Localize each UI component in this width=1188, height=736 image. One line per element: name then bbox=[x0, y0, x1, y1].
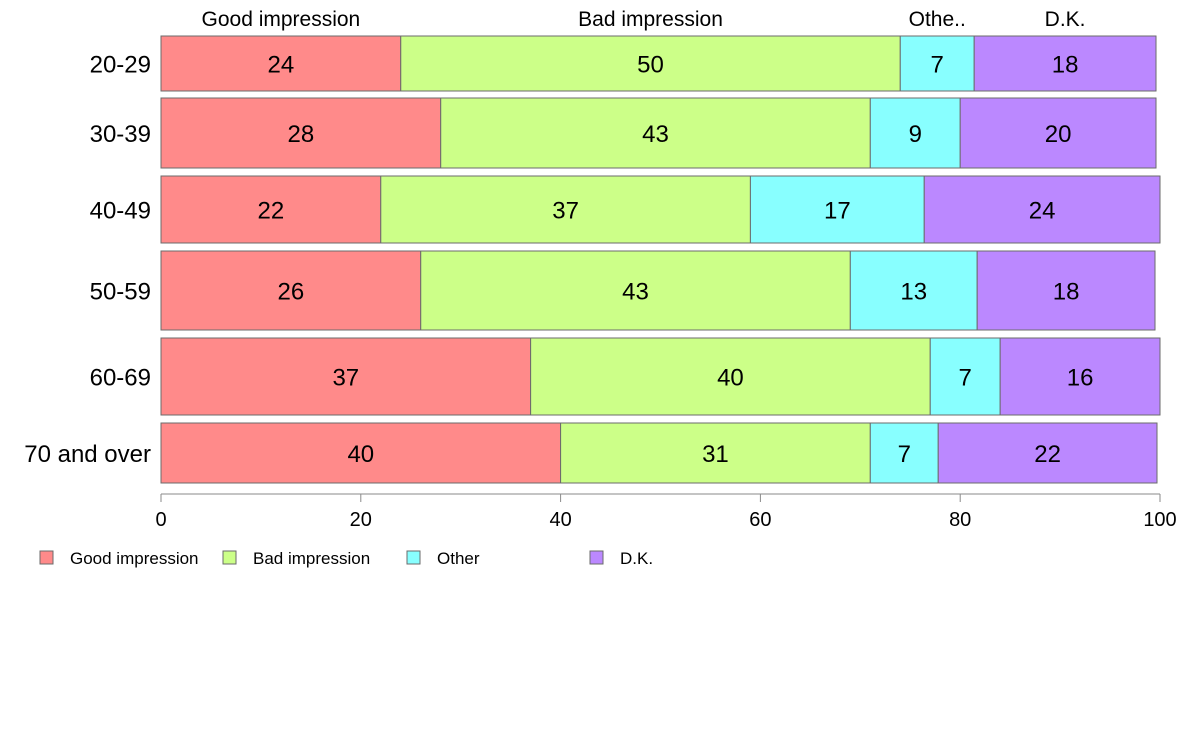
bar-value-label: 9 bbox=[909, 121, 922, 148]
bar-segment bbox=[869, 422, 939, 484]
bar-value-label: 40 bbox=[347, 441, 374, 468]
bar-segment bbox=[160, 97, 442, 169]
bar-segment bbox=[923, 175, 1161, 244]
bar-value-label: 37 bbox=[552, 198, 579, 225]
legend: Good impression Bad impression Other D.K. bbox=[39, 549, 653, 568]
legend-label: D.K. bbox=[620, 549, 653, 568]
bar-value-label: 7 bbox=[959, 365, 972, 392]
x-tick-label: 0 bbox=[155, 509, 166, 531]
bar-segment bbox=[937, 422, 1158, 484]
bar-value-label: 18 bbox=[1052, 52, 1079, 79]
y-tick-label: 20-29 bbox=[90, 52, 151, 79]
bar-segment bbox=[869, 97, 961, 169]
bar-value-label: 31 bbox=[702, 441, 729, 468]
bar-value-label: 17 bbox=[824, 198, 851, 225]
bar-segment bbox=[849, 250, 978, 331]
y-tick-label: 70 and over bbox=[24, 441, 151, 468]
bar-value-label: 24 bbox=[268, 52, 295, 79]
legend-label: Good impression bbox=[70, 549, 199, 568]
x-tick-label: 60 bbox=[749, 509, 771, 531]
bar-segment bbox=[530, 337, 931, 416]
bar-segment bbox=[440, 97, 871, 169]
bar-segment bbox=[400, 35, 901, 92]
bar-value-label: 7 bbox=[931, 52, 944, 79]
y-tick-label: 40-49 bbox=[90, 198, 151, 225]
bar-segment bbox=[560, 422, 871, 484]
bar-value-label: 28 bbox=[288, 121, 315, 148]
y-tick-label: 30-39 bbox=[90, 121, 151, 148]
bar-segment bbox=[999, 337, 1161, 416]
bar-value-label: 40 bbox=[717, 365, 744, 392]
bar-segment bbox=[160, 250, 422, 331]
bars-area: 24 50 7 18 28 43 9 20 22 37 17 24 26 43 13 18 37 40 7 16 40 3… bbox=[160, 35, 1161, 484]
y-tick-label: 50-59 bbox=[90, 279, 151, 306]
x-tick-label: 80 bbox=[949, 509, 971, 531]
bar-value-label: 22 bbox=[1034, 441, 1061, 468]
x-tick-label: 20 bbox=[350, 509, 372, 531]
bar-segment bbox=[420, 250, 851, 331]
bar-value-label: 26 bbox=[278, 279, 305, 306]
bar-segment bbox=[380, 175, 751, 244]
bar-value-label: 13 bbox=[900, 279, 927, 306]
legend-swatch bbox=[39, 550, 54, 565]
bar-segment bbox=[160, 35, 402, 92]
top-series-label: D.K. bbox=[1045, 8, 1086, 31]
bar-segment bbox=[899, 35, 975, 92]
top-series-label: Bad impression bbox=[578, 8, 723, 31]
top-series-labels: Good impression Bad impression Othe.. D.K. bbox=[202, 8, 1086, 31]
top-series-label: Good impression bbox=[202, 8, 361, 31]
legend-label: Bad impression bbox=[253, 549, 370, 568]
bar-value-label: 24 bbox=[1029, 198, 1056, 225]
y-axis-labels: 20-29 30-39 40-49 50-59 60-69 70 and over bbox=[24, 52, 151, 469]
y-tick-label: 60-69 bbox=[90, 365, 151, 392]
bar-value-label: 16 bbox=[1067, 365, 1094, 392]
legend-swatch bbox=[589, 550, 604, 565]
bar-segment bbox=[160, 422, 562, 484]
bar-segment bbox=[973, 35, 1157, 92]
bar-segment bbox=[959, 97, 1157, 169]
bar-value-label: 18 bbox=[1053, 279, 1080, 306]
legend-swatch bbox=[222, 550, 237, 565]
bar-segment bbox=[976, 250, 1156, 331]
x-axis: 0 20 40 60 80 100 bbox=[155, 493, 1177, 531]
bar-segment bbox=[929, 337, 1001, 416]
bar-value-label: 50 bbox=[637, 52, 664, 79]
bar-value-label: 43 bbox=[622, 279, 649, 306]
x-tick-label: 40 bbox=[549, 509, 571, 531]
legend-label: Other bbox=[437, 549, 480, 568]
bar-segment bbox=[160, 175, 382, 244]
legend-swatch bbox=[406, 550, 421, 565]
x-tick-label: 100 bbox=[1143, 509, 1176, 531]
bar-value-label: 20 bbox=[1045, 121, 1072, 148]
bar-segment bbox=[160, 337, 532, 416]
bar-value-label: 7 bbox=[898, 441, 911, 468]
bar-value-label: 37 bbox=[332, 365, 359, 392]
bar-value-label: 22 bbox=[258, 198, 285, 225]
bar-value-label: 43 bbox=[642, 121, 669, 148]
top-series-label: Othe.. bbox=[909, 8, 966, 31]
